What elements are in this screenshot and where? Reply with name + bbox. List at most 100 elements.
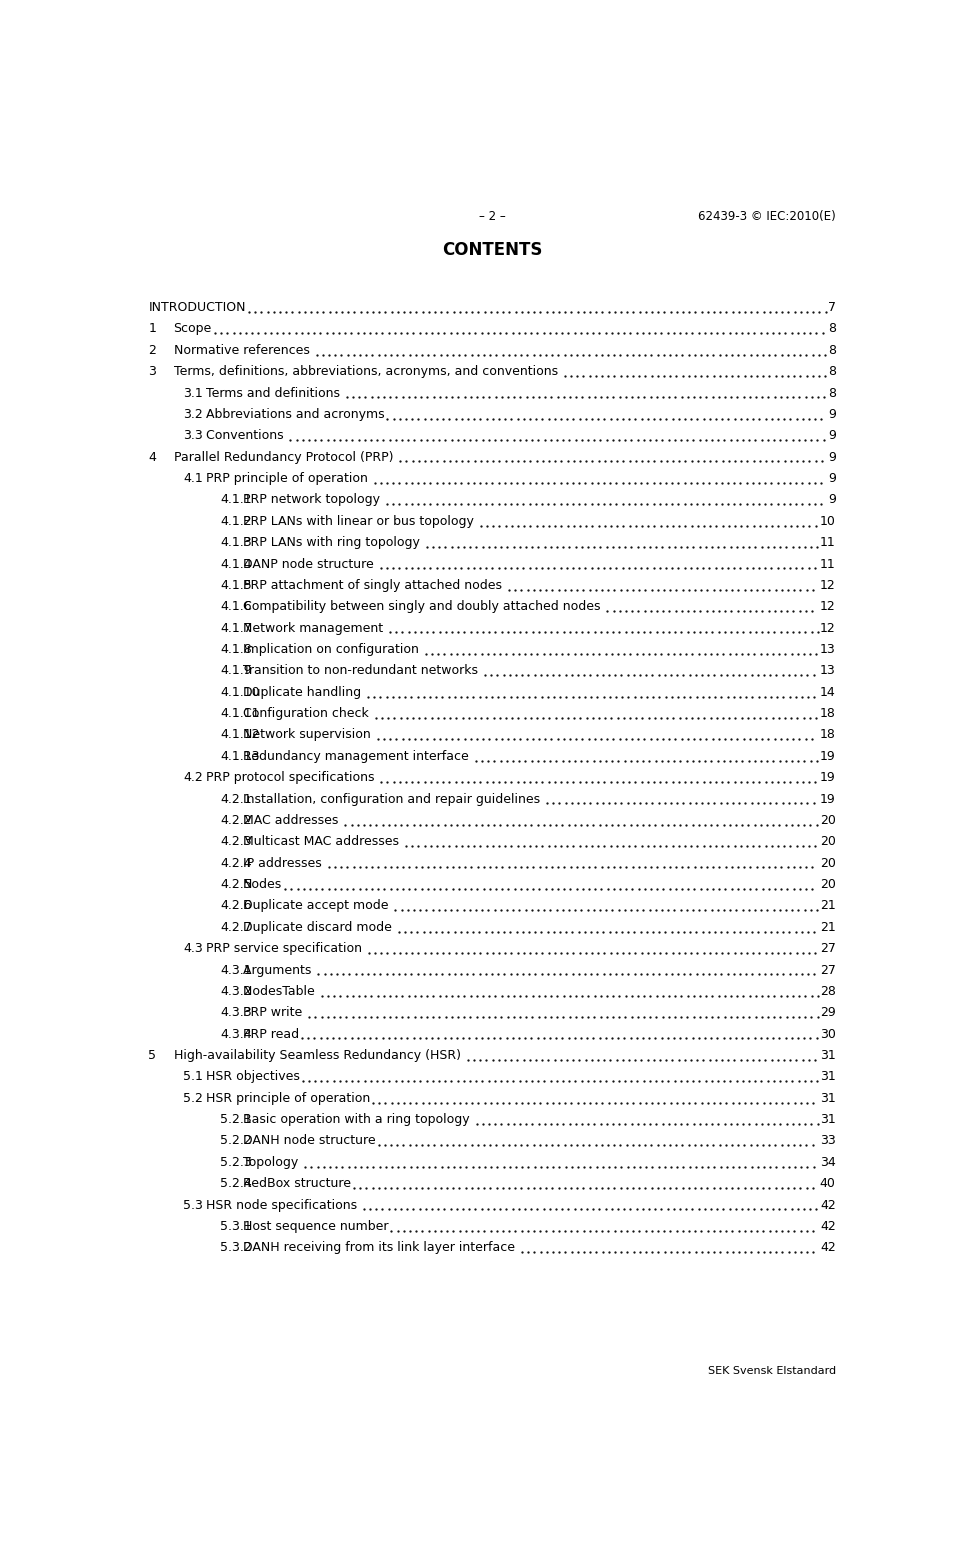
Text: 5.2.4: 5.2.4 [221, 1177, 252, 1190]
Text: 5.3.2: 5.3.2 [221, 1241, 252, 1255]
Text: 4.3: 4.3 [183, 942, 203, 956]
Text: 27: 27 [820, 963, 836, 976]
Text: 12: 12 [820, 600, 836, 613]
Text: MAC addresses: MAC addresses [243, 814, 342, 826]
Text: 4.1.9: 4.1.9 [221, 664, 252, 677]
Text: DANP node structure: DANP node structure [243, 558, 377, 571]
Text: 5.1: 5.1 [183, 1071, 204, 1084]
Text: 5.2: 5.2 [183, 1091, 204, 1105]
Text: Multicast MAC addresses: Multicast MAC addresses [243, 836, 403, 848]
Text: 8: 8 [828, 387, 836, 399]
Text: Scope: Scope [174, 323, 212, 335]
Text: Topology: Topology [243, 1155, 302, 1169]
Text: 4.1.10: 4.1.10 [221, 686, 260, 698]
Text: Duplicate handling: Duplicate handling [243, 686, 365, 698]
Text: 4.2.6: 4.2.6 [221, 900, 252, 912]
Text: IP addresses: IP addresses [243, 857, 325, 870]
Text: 42: 42 [820, 1199, 836, 1211]
Text: 29: 29 [820, 1006, 836, 1020]
Text: 21: 21 [820, 900, 836, 912]
Text: 31: 31 [820, 1071, 836, 1084]
Text: 4.2.1: 4.2.1 [221, 792, 252, 806]
Text: 4.1.8: 4.1.8 [221, 642, 252, 656]
Text: 4.1.6: 4.1.6 [221, 600, 252, 613]
Text: – 2 –: – 2 – [479, 210, 505, 223]
Text: 31: 31 [820, 1091, 836, 1105]
Text: 27: 27 [820, 942, 836, 956]
Text: Basic operation with a ring topology: Basic operation with a ring topology [243, 1113, 473, 1126]
Text: 42: 42 [820, 1241, 836, 1255]
Text: 4.3.4: 4.3.4 [221, 1027, 252, 1040]
Text: 12: 12 [820, 578, 836, 592]
Text: 4.2.4: 4.2.4 [221, 857, 252, 870]
Text: 42: 42 [820, 1221, 836, 1233]
Text: 4.1.12: 4.1.12 [221, 728, 260, 742]
Text: Network management: Network management [243, 622, 387, 635]
Text: Terms and definitions: Terms and definitions [205, 387, 344, 399]
Text: 4.1.13: 4.1.13 [221, 750, 260, 762]
Text: Transition to non-redundant networks: Transition to non-redundant networks [243, 664, 482, 677]
Text: 4.2.2: 4.2.2 [221, 814, 252, 826]
Text: 4.1: 4.1 [183, 472, 203, 485]
Text: 4.2.7: 4.2.7 [221, 921, 252, 934]
Text: Nodes: Nodes [243, 878, 282, 892]
Text: 19: 19 [820, 772, 836, 784]
Text: 31: 31 [820, 1049, 836, 1062]
Text: Host sequence number: Host sequence number [243, 1221, 388, 1233]
Text: PRP LANs with linear or bus topology: PRP LANs with linear or bus topology [243, 514, 478, 529]
Text: Normative references: Normative references [174, 345, 314, 357]
Text: 5.3.1: 5.3.1 [221, 1221, 252, 1233]
Text: HSR node specifications: HSR node specifications [205, 1199, 361, 1211]
Text: Network supervision: Network supervision [243, 728, 374, 742]
Text: HSR objectives: HSR objectives [205, 1071, 300, 1084]
Text: 3: 3 [148, 365, 156, 379]
Text: 9: 9 [828, 408, 836, 421]
Text: PRP attachment of singly attached nodes: PRP attachment of singly attached nodes [243, 578, 506, 592]
Text: 11: 11 [820, 558, 836, 571]
Text: Duplicate discard mode: Duplicate discard mode [243, 921, 396, 934]
Text: 5.2.2: 5.2.2 [221, 1135, 252, 1147]
Text: 3.1: 3.1 [183, 387, 203, 399]
Text: PRP network topology: PRP network topology [243, 494, 384, 507]
Text: 14: 14 [820, 686, 836, 698]
Text: Abbreviations and acronyms: Abbreviations and acronyms [205, 408, 384, 421]
Text: Compatibility between singly and doubly attached nodes: Compatibility between singly and doubly … [243, 600, 604, 613]
Text: Configuration check: Configuration check [243, 708, 372, 720]
Text: 13: 13 [820, 642, 836, 656]
Text: 18: 18 [820, 728, 836, 742]
Text: High-availability Seamless Redundancy (HSR): High-availability Seamless Redundancy (H… [174, 1049, 465, 1062]
Text: 13: 13 [820, 664, 836, 677]
Text: Parallel Redundancy Protocol (PRP): Parallel Redundancy Protocol (PRP) [174, 451, 397, 463]
Text: PRP protocol specifications: PRP protocol specifications [205, 772, 378, 784]
Text: 3.2: 3.2 [183, 408, 203, 421]
Text: 8: 8 [828, 345, 836, 357]
Text: 4.3.1: 4.3.1 [221, 963, 252, 976]
Text: 7: 7 [828, 301, 836, 313]
Text: PRP read: PRP read [243, 1027, 299, 1040]
Text: Installation, configuration and repair guidelines: Installation, configuration and repair g… [243, 792, 544, 806]
Text: HSR principle of operation: HSR principle of operation [205, 1091, 370, 1105]
Text: 28: 28 [820, 985, 836, 998]
Text: DANH receiving from its link layer interface: DANH receiving from its link layer inter… [243, 1241, 518, 1255]
Text: 4.2.3: 4.2.3 [221, 836, 252, 848]
Text: Redundancy management interface: Redundancy management interface [243, 750, 472, 762]
Text: PRP write: PRP write [243, 1006, 306, 1020]
Text: 12: 12 [820, 622, 836, 635]
Text: CONTENTS: CONTENTS [442, 242, 542, 259]
Text: 9: 9 [828, 451, 836, 463]
Text: Terms, definitions, abbreviations, acronyms, and conventions: Terms, definitions, abbreviations, acron… [174, 365, 562, 379]
Text: 4.1.7: 4.1.7 [221, 622, 252, 635]
Text: 20: 20 [820, 857, 836, 870]
Text: 40: 40 [820, 1177, 836, 1190]
Text: 4.3.3: 4.3.3 [221, 1006, 252, 1020]
Text: Duplicate accept mode: Duplicate accept mode [243, 900, 393, 912]
Text: 1: 1 [148, 323, 156, 335]
Text: 9: 9 [828, 494, 836, 507]
Text: RedBox structure: RedBox structure [243, 1177, 350, 1190]
Text: 4.1.11: 4.1.11 [221, 708, 260, 720]
Text: Conventions: Conventions [205, 429, 287, 443]
Text: 21: 21 [820, 921, 836, 934]
Text: 4.3.2: 4.3.2 [221, 985, 252, 998]
Text: 4.2.5: 4.2.5 [221, 878, 252, 892]
Text: 9: 9 [828, 472, 836, 485]
